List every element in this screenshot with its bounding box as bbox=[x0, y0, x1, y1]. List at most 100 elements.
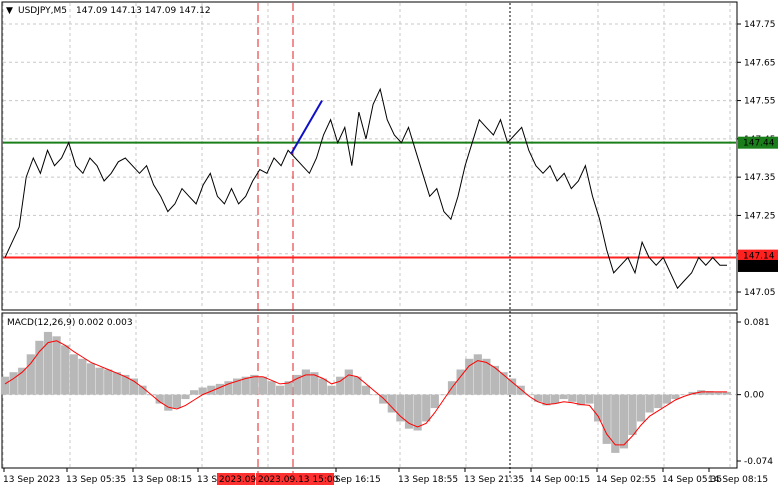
macd-tick-label: -0.074 bbox=[744, 457, 773, 467]
macd-bar bbox=[705, 391, 714, 395]
macd-bar bbox=[679, 394, 689, 396]
price-tick-label: 147.25 bbox=[744, 211, 776, 221]
macd-bar bbox=[619, 394, 628, 449]
macd-bar bbox=[258, 376, 267, 395]
macd-bar bbox=[722, 391, 732, 395]
macd-bar bbox=[473, 354, 482, 395]
macd-signal-line bbox=[4, 340, 727, 446]
macd-bar bbox=[645, 394, 654, 413]
macd-bar bbox=[611, 394, 620, 453]
macd-bar bbox=[628, 394, 637, 435]
macd-bar bbox=[95, 367, 104, 395]
macd-bar bbox=[181, 394, 190, 400]
time-tick-label: Sep 16:15 bbox=[335, 475, 381, 485]
macd-bar bbox=[413, 394, 422, 431]
macd-bar bbox=[714, 391, 723, 395]
macd-bar bbox=[61, 345, 70, 395]
time-tick-label: 13 Sep 18:55 bbox=[398, 475, 458, 485]
macd-bar bbox=[559, 394, 568, 400]
macd-bar bbox=[241, 376, 250, 395]
macd-bar bbox=[585, 394, 594, 404]
macd-bar bbox=[482, 358, 491, 395]
macd-bar bbox=[121, 374, 130, 395]
time-highlight-box bbox=[217, 473, 255, 485]
vertical-markers bbox=[257, 3, 511, 478]
price-tick-label: 147.55 bbox=[744, 97, 776, 107]
macd-bar bbox=[344, 369, 353, 395]
macd-bar bbox=[112, 372, 121, 395]
macd-bar bbox=[164, 394, 173, 411]
macd-bar bbox=[465, 358, 474, 395]
time-highlight-label: 2023.09 bbox=[219, 475, 256, 485]
time-tick-label: 13 Sep 21:35 bbox=[464, 475, 524, 485]
macd-bar bbox=[172, 394, 181, 409]
macd-bar bbox=[594, 394, 603, 422]
macd-bar bbox=[198, 387, 207, 395]
macd-bar bbox=[207, 385, 216, 395]
macd-bar bbox=[422, 394, 431, 422]
macd-bar bbox=[250, 374, 259, 395]
green-level-tag: 147.44 bbox=[743, 139, 775, 149]
macd-bar bbox=[568, 394, 577, 402]
macd-bar bbox=[69, 354, 78, 395]
macd-bar bbox=[456, 369, 465, 395]
macd-bar bbox=[0, 376, 10, 395]
macd-bar bbox=[215, 383, 224, 395]
macd-bar bbox=[224, 381, 233, 395]
macd-bar bbox=[301, 369, 310, 395]
horizontal-levels[interactable] bbox=[3, 141, 736, 259]
macd-bar bbox=[293, 374, 302, 395]
current-price-tag: 147.12 bbox=[743, 262, 775, 272]
macd-bar bbox=[138, 385, 147, 395]
time-tick-label: 13 Sep 2023 bbox=[3, 475, 60, 485]
macd-bar bbox=[671, 394, 680, 400]
macd-bar bbox=[233, 378, 242, 395]
price-series bbox=[4, 87, 727, 290]
time-axis: 13 Sep 2023 13 Sep 05:35 13 Sep 08:15 13 Se… bbox=[3, 468, 768, 485]
macd-bar bbox=[327, 385, 336, 395]
macd-bar bbox=[43, 331, 53, 395]
macd-bar bbox=[499, 372, 508, 395]
time-tick-label: 14 Sep 00:15 bbox=[530, 475, 590, 485]
time-tick-label: 14 Sep 02:55 bbox=[596, 475, 656, 485]
macd-scale: 0.081 0.00 -0.074 bbox=[737, 318, 773, 467]
macd-bar bbox=[654, 394, 663, 409]
time-tick-label: 14 Sep 08:15 bbox=[708, 475, 768, 485]
macd-bar bbox=[662, 394, 671, 404]
macd-bar bbox=[697, 390, 706, 395]
collapse-arrow-icon[interactable]: ▼ bbox=[6, 6, 13, 16]
macd-bar bbox=[508, 378, 517, 395]
price-tick-label: 147.65 bbox=[744, 58, 776, 68]
macd-bar bbox=[190, 390, 199, 395]
red-level-tag-box bbox=[738, 249, 778, 262]
time-highlight-label: 2023.09.13 15:00 bbox=[258, 475, 339, 485]
macd-bar bbox=[396, 394, 405, 422]
time-tick-label: 13 Sep 05:35 bbox=[66, 475, 126, 485]
macd-label: MACD(12,26,9) 0.002 0.003 bbox=[7, 318, 133, 328]
price-tick-label: 147.75 bbox=[744, 20, 776, 30]
macd-bar bbox=[379, 394, 388, 404]
price-tick-label: 147.05 bbox=[744, 288, 776, 298]
macd-bar bbox=[387, 394, 396, 413]
price-pane[interactable] bbox=[1, 1, 738, 311]
macd-bar bbox=[430, 394, 439, 409]
macd-bar bbox=[439, 394, 448, 396]
time-tick-label: 13 Sep 1 bbox=[197, 475, 237, 485]
macd-bar bbox=[336, 376, 345, 395]
macd-bar bbox=[361, 385, 371, 395]
macd-bar bbox=[533, 394, 542, 402]
macd-bar bbox=[576, 394, 585, 406]
macd-bar bbox=[52, 336, 61, 395]
macd-bar bbox=[353, 376, 362, 395]
macd-bar bbox=[35, 340, 44, 395]
macd-bar bbox=[104, 369, 113, 395]
macd-tick-label: 0.081 bbox=[744, 318, 770, 328]
red-level-tag: 147.14 bbox=[743, 252, 775, 262]
macd-bar bbox=[9, 372, 18, 395]
macd-tick-label: 0.00 bbox=[744, 391, 764, 401]
macd-bar bbox=[78, 358, 87, 395]
macd-series bbox=[0, 331, 732, 453]
macd-bar bbox=[129, 378, 138, 395]
